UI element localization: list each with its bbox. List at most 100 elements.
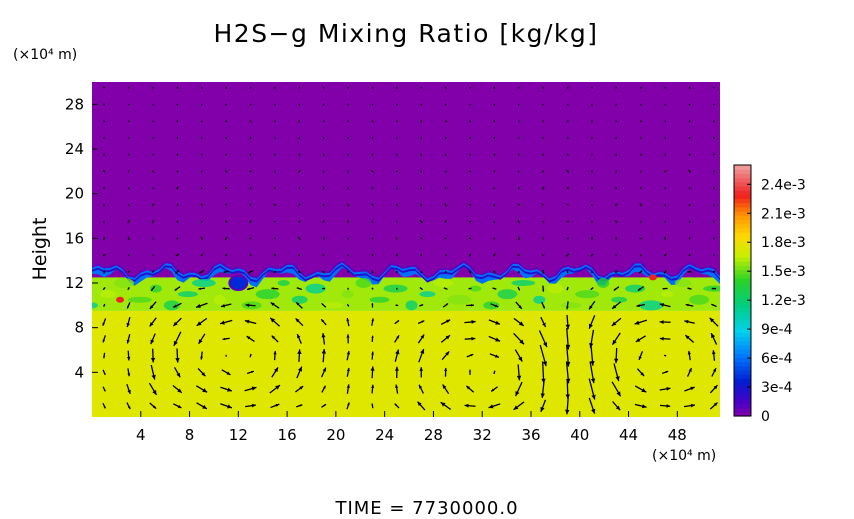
velocity-arrow [176, 170, 179, 173]
velocity-arrow [249, 137, 252, 139]
velocity-arrow [713, 237, 715, 240]
arrow-head [664, 120, 666, 123]
arrow-head [103, 204, 106, 206]
colorbar-swatch [734, 277, 751, 283]
velocity-arrow [541, 186, 545, 190]
velocity-arrow [298, 186, 301, 190]
velocity-arrow [493, 153, 496, 156]
arrow-head [176, 153, 179, 156]
velocity-arrow [464, 336, 476, 341]
mixing-blob [533, 295, 546, 304]
velocity-arrow [517, 120, 520, 123]
colorbar-swatch [734, 248, 751, 254]
velocity-arrow [322, 86, 325, 89]
arrow-head [103, 153, 106, 156]
arrow-head [615, 120, 618, 123]
arrow-head [127, 86, 130, 89]
velocity-arrow [176, 203, 179, 206]
arrow-head [420, 120, 423, 123]
velocity-arrow [225, 86, 228, 89]
velocity-arrow [565, 344, 571, 367]
velocity-arrow [225, 354, 228, 357]
arrow-head [176, 137, 179, 139]
velocity-arrow [713, 220, 715, 223]
colorbar-swatch [734, 323, 751, 329]
velocity-arrow [196, 402, 208, 410]
arrow-head [713, 220, 715, 223]
mixing-blob [497, 289, 518, 300]
velocity-arrow [517, 137, 520, 139]
arrow-head [444, 137, 447, 139]
velocity-arrow [664, 120, 666, 123]
velocity-arrow [200, 137, 203, 139]
arrow-head [395, 103, 398, 106]
arrow-head [127, 187, 130, 190]
velocity-arrow [295, 318, 304, 327]
velocity-arrow [322, 120, 325, 123]
arrow-head [565, 344, 571, 350]
arrow-head [444, 120, 447, 123]
velocity-arrow [417, 320, 425, 325]
arrow-head [173, 304, 177, 308]
velocity-arrow [395, 271, 398, 273]
arrow-head [370, 366, 375, 371]
velocity-arrow [493, 253, 496, 257]
velocity-arrow [152, 86, 154, 89]
arrow-head [225, 170, 227, 173]
arrow-head [126, 339, 130, 344]
velocity-arrow [221, 369, 231, 376]
velocity-arrow [613, 363, 620, 382]
arrow-head [200, 187, 203, 190]
arrow-head [419, 384, 423, 389]
velocity-arrow [198, 287, 206, 290]
arrow-head [371, 137, 374, 139]
velocity-arrow [222, 287, 230, 290]
velocity-arrow [517, 153, 520, 156]
arrow-head [395, 384, 399, 389]
arrow-head [417, 401, 422, 406]
arrow-head [713, 170, 715, 173]
velocity-arrow [688, 237, 691, 240]
velocity-arrow [102, 287, 106, 291]
velocity-arrow [591, 120, 593, 123]
arrow-head [199, 271, 202, 274]
velocity-arrow [296, 404, 303, 408]
arrow-head [299, 386, 304, 390]
arrow-head [566, 137, 569, 139]
velocity-arrow [664, 103, 666, 106]
velocity-arrow [488, 319, 501, 325]
velocity-arrow [200, 253, 204, 257]
arrow-head [590, 378, 596, 384]
interface-eddy [228, 275, 249, 291]
arrow-head [566, 153, 569, 156]
colorbar-tick-label: 9e-4 [761, 322, 793, 338]
arrow-head [196, 303, 201, 308]
arrow-head [542, 120, 545, 123]
velocity-arrow [347, 237, 349, 240]
arrow-head [589, 305, 593, 310]
velocity-arrow [322, 236, 325, 240]
mixing-blob [405, 300, 418, 311]
arrow-head [103, 220, 106, 223]
arrow-head [322, 120, 325, 123]
velocity-arrow [659, 404, 671, 408]
velocity-arrow [614, 270, 618, 273]
velocity-arrow [493, 170, 496, 173]
velocity-arrow [611, 301, 622, 310]
velocity-arrow [127, 204, 130, 206]
mixing-blob [597, 278, 610, 288]
arrow-head [469, 220, 472, 223]
arrow-head [371, 254, 374, 257]
velocity-arrow [615, 170, 618, 173]
velocity-arrow [152, 137, 154, 139]
velocity-arrow [395, 170, 399, 173]
arrow-head [177, 388, 182, 393]
velocity-arrow [440, 334, 451, 343]
arrow-head [420, 137, 423, 139]
velocity-arrow [219, 319, 233, 325]
arrow-head [518, 356, 523, 362]
velocity-arrow [591, 204, 593, 206]
arrow-head [659, 320, 664, 324]
arrow-head [541, 378, 546, 384]
velocity-arrow [615, 86, 618, 89]
